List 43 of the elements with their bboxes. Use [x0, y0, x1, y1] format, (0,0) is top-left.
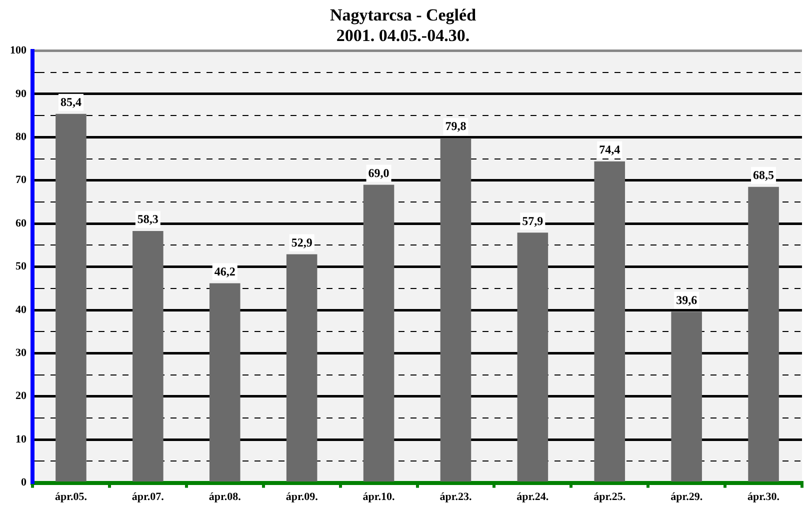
x-tick-label: ápr.10. [362, 491, 396, 504]
y-tick-label: 0 [21, 476, 27, 489]
bar [440, 138, 472, 482]
x-tick-label: ápr.24. [516, 491, 549, 504]
x-tick-label: ápr.23. [440, 491, 472, 504]
data-label: 85,4 [60, 94, 82, 109]
bar [363, 184, 394, 482]
bar [56, 114, 86, 482]
data-label: 39,6 [676, 292, 698, 307]
bar [209, 283, 240, 482]
y-tick-label: 100 [10, 44, 27, 57]
x-tick-label: ápr.29. [670, 491, 703, 504]
data-label: 68,5 [753, 168, 774, 182]
data-label: 69,0 [368, 166, 390, 180]
y-tick-label: 30 [16, 347, 27, 360]
chart-subtitle: 2001. 04.05.-04.30. [336, 26, 470, 45]
x-tick-label: ápr.05. [54, 491, 88, 504]
y-tick-label: 40 [16, 304, 27, 316]
x-tick-label: ápr.30. [748, 491, 780, 504]
x-tick-label: ápr.07. [132, 491, 164, 504]
chart-title: Nagytarcsa - Cegléd [330, 6, 477, 25]
y-tick-label: 60 [16, 217, 27, 230]
bar [594, 161, 626, 482]
data-label: 79,8 [445, 119, 466, 134]
y-tick-label: 10 [16, 433, 27, 446]
y-tick-label: 80 [16, 131, 27, 144]
data-label: 74,4 [599, 142, 620, 156]
x-tick-label: ápr.25. [594, 491, 626, 504]
bar [748, 186, 779, 482]
data-label: 58,3 [137, 212, 158, 226]
data-label: 46,2 [214, 264, 236, 278]
bar [517, 232, 548, 482]
y-tick-label: 20 [16, 390, 27, 402]
data-label: 57,9 [522, 214, 544, 228]
bar [671, 312, 702, 482]
y-tick-label: 70 [16, 174, 27, 186]
y-tick-label: 50 [16, 260, 27, 273]
x-tick-label: ápr.09. [286, 491, 318, 504]
data-label: 52,9 [291, 235, 312, 250]
bar [286, 254, 318, 482]
x-tick-label: ápr.08. [208, 491, 242, 504]
y-tick-label: 90 [16, 88, 27, 100]
bar [132, 230, 164, 482]
